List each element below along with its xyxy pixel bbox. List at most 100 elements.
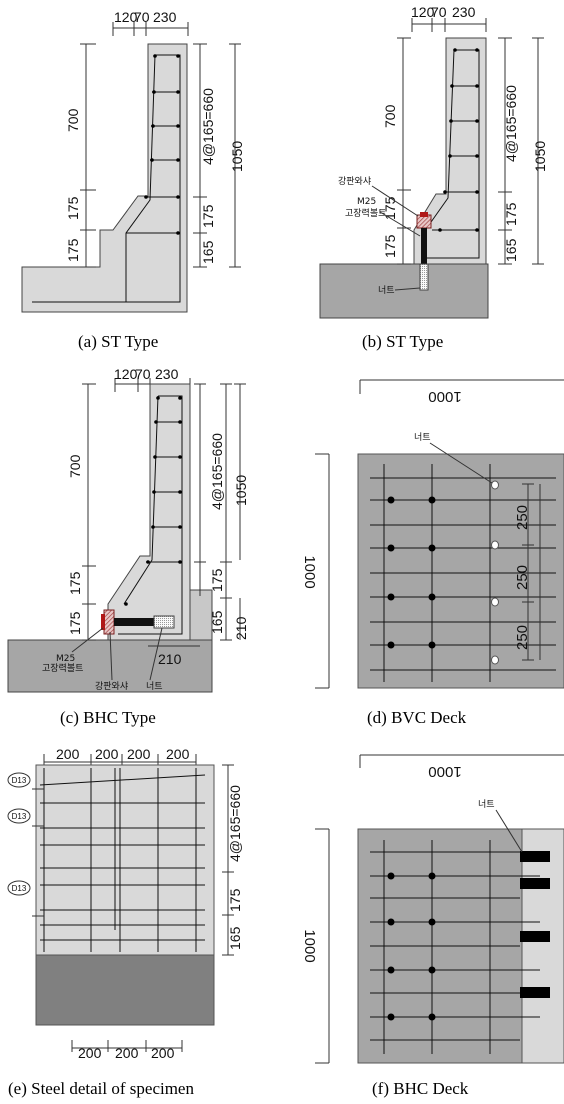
note-c-washer: 강판와샤 xyxy=(95,680,128,692)
dim-a-230: 230 xyxy=(153,9,177,25)
dim-a-175-right: 175 xyxy=(200,204,216,228)
panel-d-width-dimension: 1000 xyxy=(359,379,564,405)
dim-a-120: 120 xyxy=(114,9,138,25)
deck-bars-d xyxy=(387,496,436,649)
deck-slab-d xyxy=(357,453,564,689)
base-slab-b xyxy=(319,263,489,319)
caption-d: (d) BVC Deck xyxy=(367,708,467,727)
steel-grid-e xyxy=(32,768,206,952)
dim-b-70: 70 xyxy=(431,4,447,20)
note-b-bolt-grade: M25 xyxy=(357,197,376,207)
note-f-nut: 너트 xyxy=(478,799,495,810)
dim-d-250-1: 250 xyxy=(514,505,531,530)
dim-c-175-upper: 175 xyxy=(67,571,83,595)
panel-d: 1000 너트 xyxy=(301,379,564,727)
panel-e-top-spacing: 200 200 200 200 xyxy=(43,746,197,766)
dim-a-175-upper: 175 xyxy=(65,196,81,220)
dim-a-165-right: 165 xyxy=(200,240,216,264)
dim-d-250-2: 250 xyxy=(514,565,531,590)
dim-b-4at165: 4@165=660 xyxy=(503,85,519,162)
deck-grid-d xyxy=(370,464,556,682)
note-d-nut: 너트 xyxy=(414,432,431,443)
dim-b-700: 700 xyxy=(382,104,398,128)
panel-e-bottom-spacing: 200 200 200 xyxy=(71,1040,183,1061)
panel-a-top-dimension: 120 70 230 xyxy=(112,9,189,36)
tag-d13-1: D13 xyxy=(12,776,27,785)
dim-b-175-lower: 175 xyxy=(382,234,398,258)
dim-a-175-lower: 175 xyxy=(65,238,81,262)
dim-a-1050: 1050 xyxy=(229,141,245,172)
specimen-wall-e xyxy=(35,764,215,956)
panel-f-height-dimension: 1000 xyxy=(301,828,330,1064)
dim-e-bottom-1: 200 xyxy=(78,1045,102,1061)
note-b-nut: 너트 xyxy=(378,285,395,296)
panel-a-left-dimension: 700 175 175 xyxy=(65,43,96,268)
wall-concrete-a xyxy=(21,43,188,313)
deck-bars-f xyxy=(387,872,436,1021)
deck-strip-f xyxy=(521,828,564,1064)
note-c-bolt-grade: M25 xyxy=(56,654,75,664)
dim-e-175: 175 xyxy=(227,888,243,912)
dim-e-top-3: 200 xyxy=(127,746,151,762)
dim-c-700: 700 xyxy=(67,454,83,478)
caption-a: (a) ST Type xyxy=(78,332,158,351)
dim-e-top-1: 200 xyxy=(56,746,80,762)
rebar-a xyxy=(32,54,181,303)
dim-b-230: 230 xyxy=(452,4,476,20)
deck-nuts-d xyxy=(491,480,499,665)
dim-c-block-height: 210 xyxy=(233,616,249,640)
panel-c: 120 70 230 xyxy=(7,366,249,727)
panel-a: 120 70 230 xyxy=(21,9,245,351)
dim-c-block-width: 210 xyxy=(158,651,182,667)
dim-d-250-3: 250 xyxy=(514,625,531,650)
panel-b-notes: 강판와샤 M25 고장력볼트 너트 xyxy=(338,175,421,296)
dim-b-1050: 1050 xyxy=(532,141,548,172)
bolt-assembly-b xyxy=(416,212,432,291)
caption-e: (e) Steel detail of specimen xyxy=(8,1079,194,1098)
dim-c-175-right: 175 xyxy=(209,568,225,592)
dim-b-175-upper: 175 xyxy=(382,196,398,220)
bolt-assembly-c xyxy=(101,609,175,635)
panel-b-right-dimension: 4@165=660 175 165 1050 xyxy=(498,37,548,265)
note-c-nut: 너트 xyxy=(146,681,163,692)
dim-e-165: 165 xyxy=(227,926,243,950)
dim-c-120: 120 xyxy=(114,366,138,382)
caption-c: (c) BHC Type xyxy=(60,708,156,727)
dim-c-70: 70 xyxy=(135,366,151,382)
dim-c-1050: 1050 xyxy=(233,475,249,506)
dim-d-height: 1000 xyxy=(301,555,318,588)
panel-e-right-dimension: 4@165=660 175 165 xyxy=(222,764,243,956)
dim-b-175-right: 175 xyxy=(503,202,519,226)
dim-c-4at165: 4@165=660 xyxy=(209,433,225,510)
caption-f: (f) BHC Deck xyxy=(372,1079,469,1098)
dim-a-700: 700 xyxy=(65,108,81,132)
panel-b-left-dimension: 700 175 175 xyxy=(382,37,411,265)
panel-c-left-dimension: 700 175 175 xyxy=(67,383,96,641)
specimen-base-e xyxy=(35,954,215,1026)
tag-d13-2: D13 xyxy=(12,812,27,821)
tag-d13-3: D13 xyxy=(12,884,27,893)
note-b-washer: 강판와샤 xyxy=(338,175,371,187)
caption-b: (b) ST Type xyxy=(362,332,443,351)
dim-f-height: 1000 xyxy=(301,929,318,962)
rebar-c xyxy=(118,395,183,635)
dim-e-bottom-3: 200 xyxy=(151,1045,175,1061)
dim-a-4at165: 4@165=660 xyxy=(200,88,216,165)
panel-b: 120 70 230 xyxy=(319,4,548,351)
dim-e-bottom-2: 200 xyxy=(115,1045,139,1061)
dim-e-4at165: 4@165=660 xyxy=(227,785,243,862)
panel-f: 1000 너트 xyxy=(301,754,564,1098)
dim-e-top-4: 200 xyxy=(166,746,190,762)
panel-c-right-dimension: 4@165=660 175 165 1050 210 210 xyxy=(148,383,249,667)
dim-e-top-2: 200 xyxy=(95,746,119,762)
dim-d-width: 1000 xyxy=(428,388,461,405)
panel-b-top-dimension: 120 70 230 xyxy=(411,4,487,32)
panel-c-notes: M25 고장력볼트 강판와샤 너트 xyxy=(42,627,163,692)
panel-d-height-dimension: 1000 xyxy=(301,453,330,689)
dim-c-165-right: 165 xyxy=(209,610,225,634)
panel-a-right-dimension: 4@165=660 175 165 1050 xyxy=(193,43,245,268)
note-b-bolt: 고장력볼트 xyxy=(345,207,386,219)
panel-f-width-dimension: 1000 xyxy=(359,754,564,780)
dim-a-70: 70 xyxy=(134,9,150,25)
